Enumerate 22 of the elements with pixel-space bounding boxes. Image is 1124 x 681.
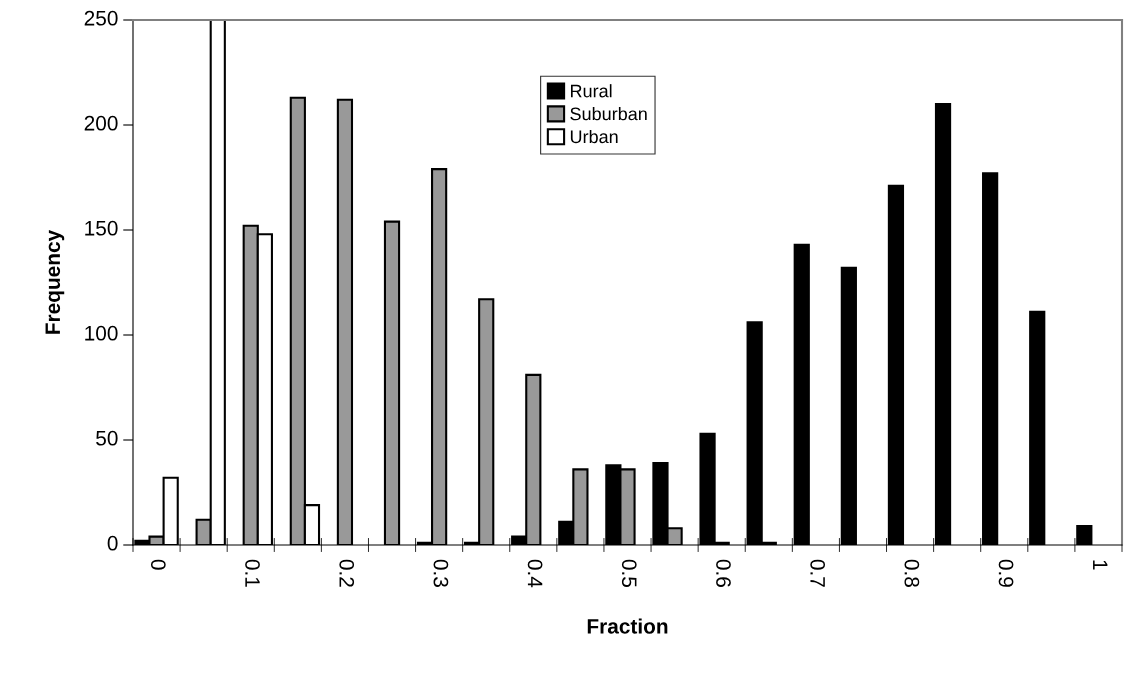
x-tick-label: 0.7 xyxy=(810,559,826,587)
y-tick-label: 0 xyxy=(107,535,118,551)
x-tick-label: 0 xyxy=(150,559,166,570)
x-axis-title: Fraction xyxy=(587,618,668,634)
x-tick-label: 0.5 xyxy=(621,559,637,587)
legend-label: Rural xyxy=(570,84,612,98)
y-tick-label: 50 xyxy=(96,430,118,446)
x-tick-label: 0.9 xyxy=(998,559,1014,587)
x-tick-label: 0.8 xyxy=(904,559,920,587)
y-tick-label: 150 xyxy=(85,220,118,236)
x-tick-label: 0.3 xyxy=(433,559,449,587)
legend-label: Suburban xyxy=(570,107,647,121)
y-tick-label: 200 xyxy=(84,115,118,131)
y-tick-label: 250 xyxy=(84,10,118,26)
y-axis-title: Frequency xyxy=(45,229,65,334)
x-tick-label: 0.2 xyxy=(339,559,355,587)
y-tick-label: 100 xyxy=(85,325,118,341)
x-tick-label: 0.1 xyxy=(245,559,260,587)
x-tick-label: 0.4 xyxy=(527,559,543,588)
x-tick-label: 0.6 xyxy=(716,559,731,587)
x-tick-label: 1 xyxy=(1093,560,1108,570)
legend-label: Urban xyxy=(570,129,618,144)
